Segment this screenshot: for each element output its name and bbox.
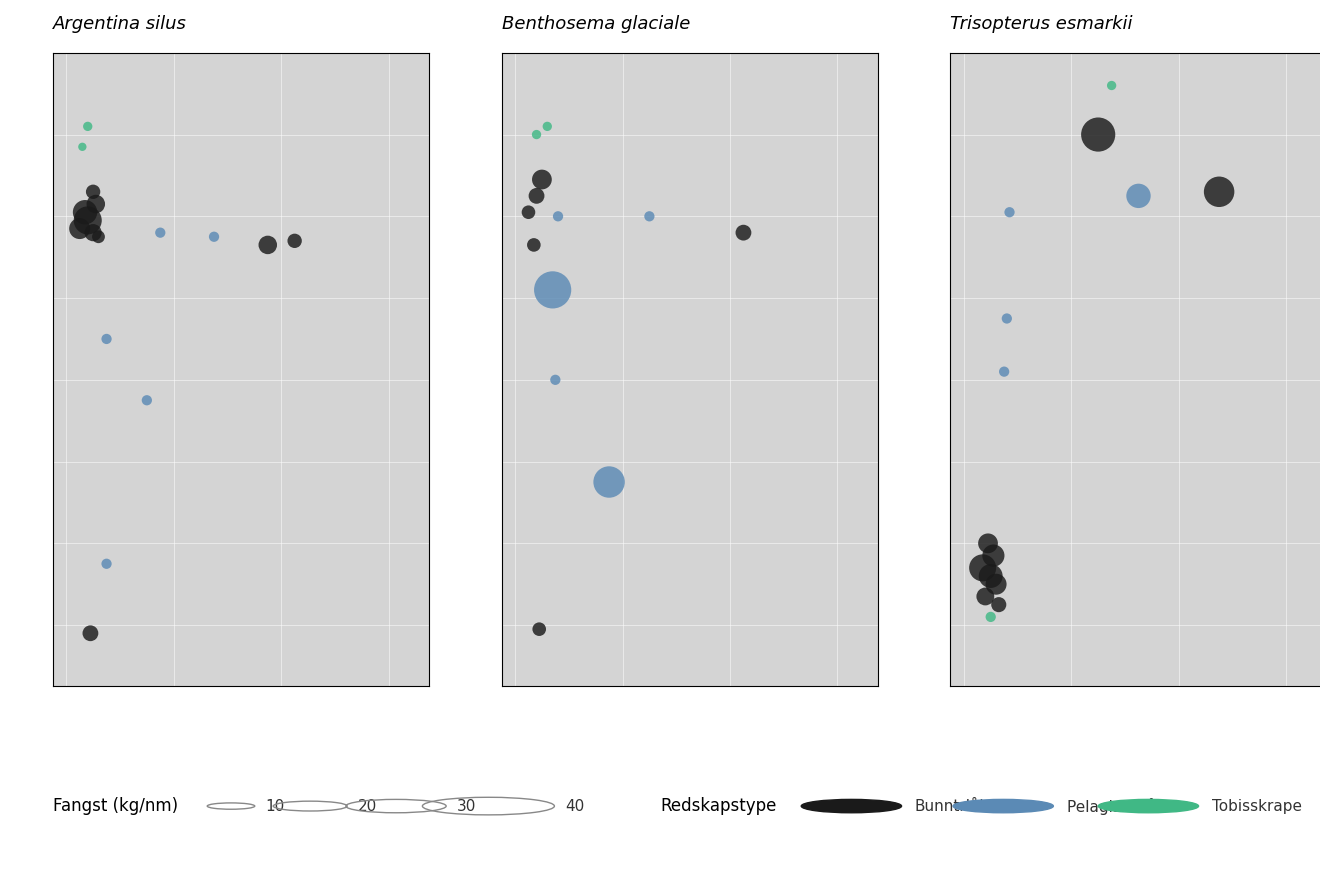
Text: 40: 40 <box>565 798 585 814</box>
Point <box>981 569 1002 583</box>
Text: Redskapstype: Redskapstype <box>660 797 776 815</box>
Text: Trisopterus esmarkii: Trisopterus esmarkii <box>950 16 1133 33</box>
Text: Bunntrlål: Bunntrlål <box>915 798 985 814</box>
Point <box>981 610 1002 624</box>
Point <box>257 238 279 252</box>
Point <box>994 364 1015 378</box>
Point <box>598 475 619 489</box>
Point <box>1101 78 1122 92</box>
Point <box>77 120 98 134</box>
Point <box>977 536 998 550</box>
Point <box>81 627 102 641</box>
Circle shape <box>1098 799 1199 813</box>
Point <box>83 185 104 199</box>
Point <box>77 213 98 227</box>
Point <box>71 140 92 154</box>
Point <box>284 234 305 248</box>
Text: 10: 10 <box>265 798 285 814</box>
Text: Benthosema glaciale: Benthosema glaciale <box>502 16 690 33</box>
Text: Fangst (kg/nm): Fangst (kg/nm) <box>53 797 178 815</box>
Text: Pelagisk trål: Pelagisk trål <box>1067 797 1160 815</box>
Point <box>983 548 1005 562</box>
Point <box>96 557 117 571</box>
Point <box>1209 185 1230 199</box>
Text: 30: 30 <box>457 798 477 814</box>
Point <box>517 205 539 219</box>
Point <box>733 225 754 239</box>
Point <box>548 209 569 224</box>
Point <box>523 238 544 252</box>
Point <box>989 598 1010 612</box>
Point <box>999 205 1020 219</box>
Point <box>136 393 157 407</box>
Point <box>537 120 558 134</box>
Circle shape <box>953 799 1053 813</box>
Point <box>528 622 549 636</box>
Point <box>1127 189 1148 203</box>
Point <box>525 128 546 142</box>
Point <box>543 282 564 297</box>
Point <box>1088 128 1109 142</box>
Point <box>545 373 566 387</box>
Point <box>986 577 1007 591</box>
Point <box>974 590 995 604</box>
Point <box>74 205 95 219</box>
Point <box>525 189 546 203</box>
Circle shape <box>801 799 902 813</box>
Text: Tobisskrape: Tobisskrape <box>1212 798 1302 814</box>
Point <box>69 222 90 236</box>
Point <box>86 197 107 211</box>
Point <box>149 225 170 239</box>
Text: 20: 20 <box>358 798 378 814</box>
Text: Argentina silus: Argentina silus <box>53 16 186 33</box>
Point <box>972 561 993 575</box>
Point <box>997 312 1018 326</box>
Point <box>203 230 224 244</box>
Point <box>83 225 104 239</box>
Point <box>639 209 660 224</box>
Point <box>88 230 110 244</box>
Point <box>532 172 553 187</box>
Point <box>96 332 117 346</box>
